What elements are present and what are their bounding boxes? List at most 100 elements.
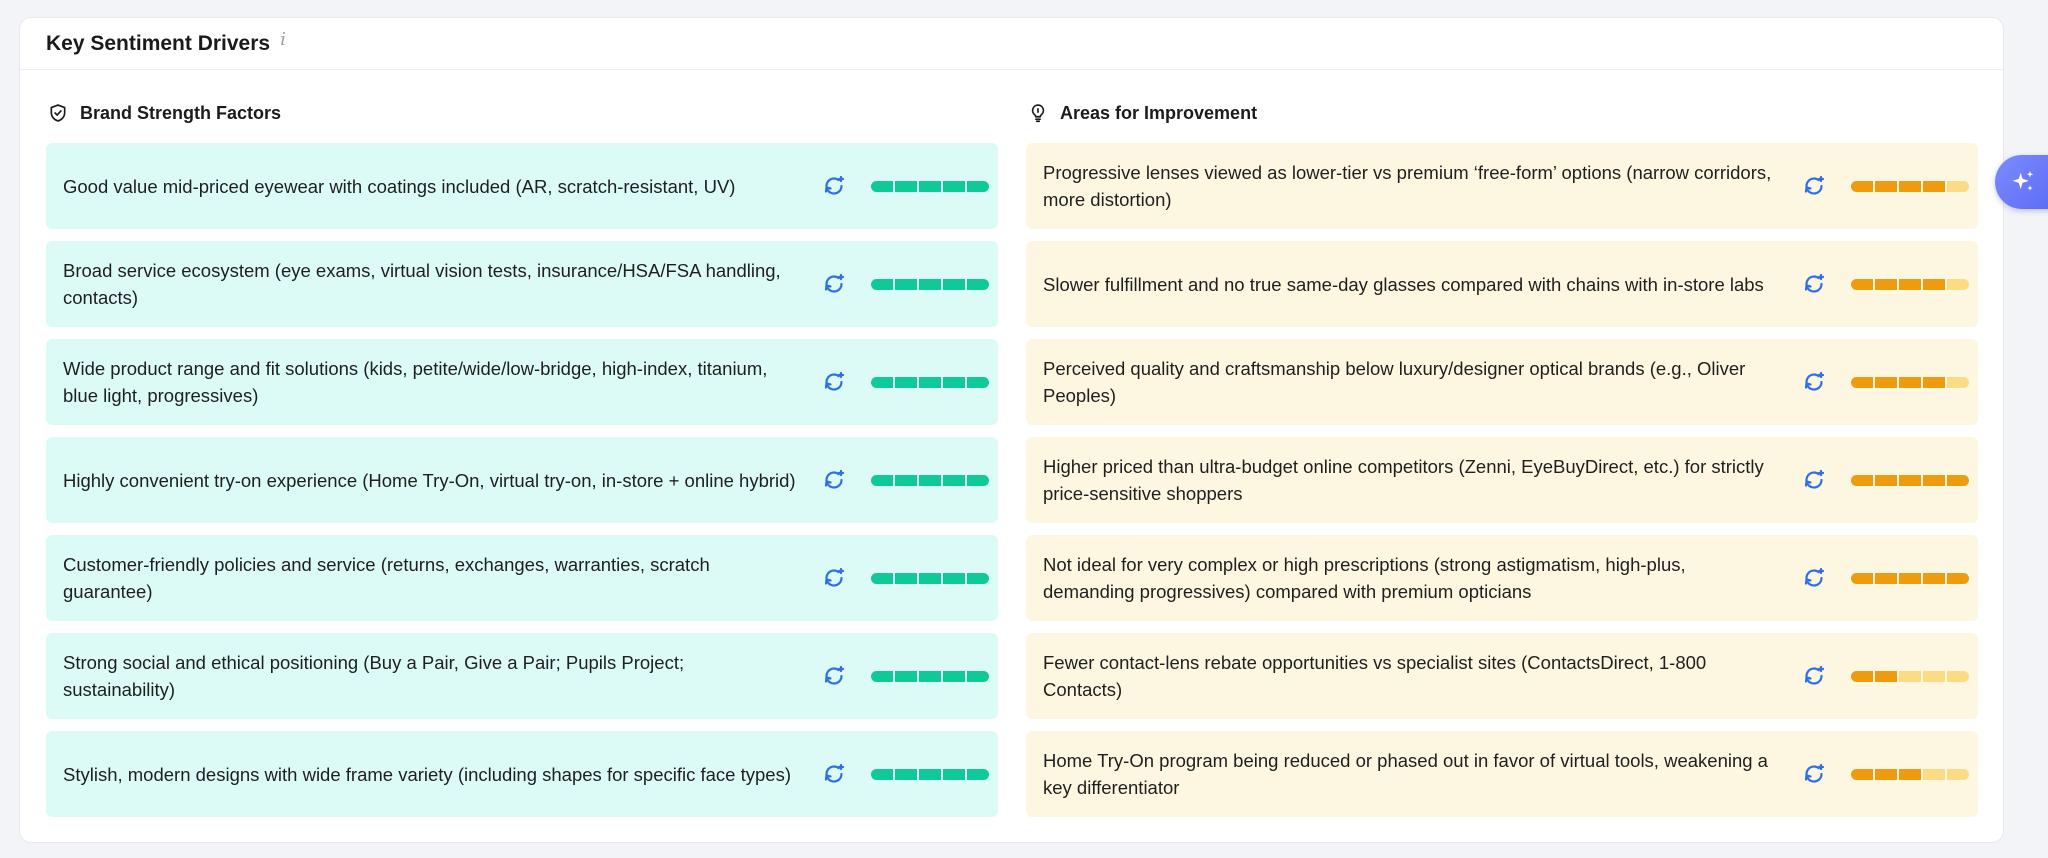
bar-segment (1923, 768, 1945, 780)
improvements-title: Areas for Improvement (1060, 102, 1258, 123)
sentiment-strength-bar (871, 376, 989, 388)
bar-segment (895, 768, 917, 780)
driver-row: Strong social and ethical positioning (B… (46, 633, 998, 719)
bar-segment (1851, 474, 1873, 486)
refresh-sparkle-icon (824, 273, 845, 293)
regenerate-button[interactable] (820, 368, 848, 396)
driver-row: Good value mid-priced eyewear with coati… (46, 143, 998, 229)
regenerate-button[interactable] (1800, 662, 1828, 690)
regenerate-button[interactable] (1800, 172, 1828, 200)
bar-segment (895, 376, 917, 388)
bar-segment (967, 572, 989, 584)
sentiment-strength-bar (1851, 278, 1969, 290)
regenerate-button[interactable] (1800, 760, 1828, 788)
bar-segment (1947, 768, 1969, 780)
refresh-sparkle-icon (1804, 763, 1825, 783)
bar-segment (1875, 768, 1897, 780)
sentiment-strength-bar (871, 768, 989, 780)
bar-segment (895, 278, 917, 290)
refresh-sparkle-icon (824, 175, 845, 195)
bar-segment (1947, 180, 1969, 192)
sentiment-card: Key Sentiment Drivers i Brand Strength F… (19, 17, 2004, 843)
regenerate-button[interactable] (820, 760, 848, 788)
strengths-list: Good value mid-priced eyewear with coati… (46, 143, 998, 817)
bar-segment (1851, 376, 1873, 388)
driver-text: Perceived quality and craftsmanship belo… (1043, 358, 1746, 406)
bar-segment (1875, 180, 1897, 192)
bar-segment (1923, 474, 1945, 486)
regenerate-button[interactable] (820, 172, 848, 200)
driver-row: Broad service ecosystem (eye exams, virt… (46, 241, 998, 327)
sentiment-strength-bar (871, 278, 989, 290)
driver-text: Good value mid-priced eyewear with coati… (63, 175, 736, 197)
bar-segment (1947, 376, 1969, 388)
refresh-sparkle-icon (1804, 175, 1825, 195)
regenerate-button[interactable] (820, 270, 848, 298)
driver-text: Customer-friendly policies and service (… (63, 554, 710, 602)
strengths-column: Brand Strength Factors Good value mid-pr… (46, 98, 998, 829)
bar-segment (895, 670, 917, 682)
bar-segment (1899, 278, 1921, 290)
bar-segment (967, 670, 989, 682)
shield-check-icon (50, 104, 66, 122)
driver-row: Highly convenient try-on experience (Hom… (46, 437, 998, 523)
bar-segment (1851, 180, 1873, 192)
driver-text: Stylish, modern designs with wide frame … (63, 763, 791, 785)
bar-segment (919, 572, 941, 584)
driver-row: Wide product range and fit solutions (ki… (46, 339, 998, 425)
sentiment-strength-bar (871, 572, 989, 584)
regenerate-button[interactable] (1800, 270, 1828, 298)
bar-segment (1851, 670, 1873, 682)
bar-segment (1899, 670, 1921, 682)
bar-segment (967, 474, 989, 486)
regenerate-button[interactable] (820, 564, 848, 592)
regenerate-button[interactable] (1800, 368, 1828, 396)
refresh-sparkle-icon (824, 763, 845, 783)
bar-segment (943, 278, 965, 290)
driver-row: Perceived quality and craftsmanship belo… (1026, 339, 1978, 425)
bar-segment (943, 180, 965, 192)
sentiment-strength-bar (1851, 180, 1969, 192)
bar-segment (895, 180, 917, 192)
info-icon[interactable]: i (280, 29, 286, 50)
bar-segment (1923, 572, 1945, 584)
regenerate-button[interactable] (1800, 466, 1828, 494)
sentiment-strength-bar (871, 180, 989, 192)
bar-segment (871, 376, 893, 388)
bar-segment (919, 670, 941, 682)
sentiment-strength-bar (1851, 474, 1969, 486)
bar-segment (1947, 572, 1969, 584)
bar-segment (1851, 278, 1873, 290)
ai-assistant-button[interactable] (1995, 155, 2048, 209)
refresh-sparkle-icon (824, 665, 845, 685)
bar-segment (943, 768, 965, 780)
bar-segment (1875, 278, 1897, 290)
refresh-sparkle-icon (1804, 273, 1825, 293)
driver-text: Highly convenient try-on experience (Hom… (63, 469, 796, 491)
bar-segment (1875, 670, 1897, 682)
driver-row: Not ideal for very complex or high presc… (1026, 535, 1978, 621)
refresh-sparkle-icon (824, 469, 845, 489)
bar-segment (919, 180, 941, 192)
refresh-sparkle-icon (1804, 469, 1825, 489)
card-title: Key Sentiment Drivers (46, 31, 271, 55)
bar-segment (895, 474, 917, 486)
bar-segment (871, 768, 893, 780)
driver-row: Fewer contact-lens rebate opportunities … (1026, 633, 1978, 719)
bar-segment (967, 376, 989, 388)
bar-segment (1851, 768, 1873, 780)
sentiment-strength-bar (871, 474, 989, 486)
bar-segment (1899, 474, 1921, 486)
bar-segment (895, 572, 917, 584)
sentiment-strength-bar (1851, 572, 1969, 584)
sentiment-strength-bar (1851, 768, 1969, 780)
bar-segment (1923, 376, 1945, 388)
driver-text: Broad service ecosystem (eye exams, virt… (63, 260, 781, 308)
sentiment-strength-bar (871, 670, 989, 682)
strengths-title: Brand Strength Factors (80, 102, 282, 123)
regenerate-button[interactable] (1800, 564, 1828, 592)
regenerate-button[interactable] (820, 662, 848, 690)
regenerate-button[interactable] (820, 466, 848, 494)
bar-segment (967, 768, 989, 780)
bar-segment (943, 474, 965, 486)
